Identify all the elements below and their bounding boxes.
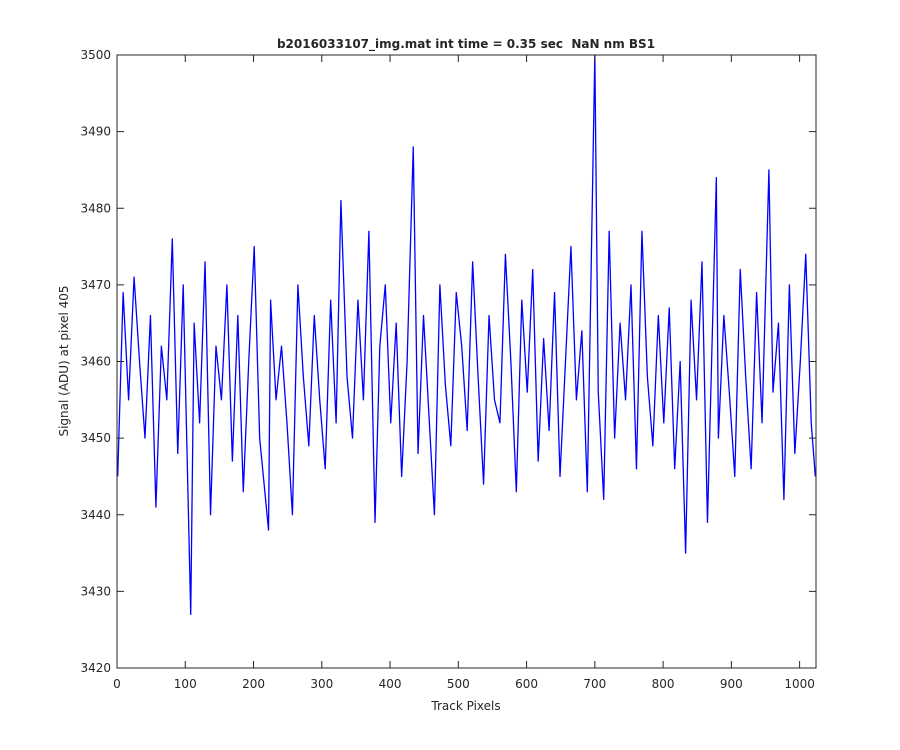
x-tick-label: 800 — [652, 677, 675, 691]
y-tick-label: 3490 — [80, 125, 111, 139]
y-tick-label: 3440 — [80, 508, 111, 522]
y-tick-label: 3450 — [80, 431, 111, 445]
chart-title: b2016033107_img.mat int time = 0.35 sec … — [277, 37, 655, 52]
y-tick-label: 3470 — [80, 278, 111, 292]
x-axis-label: Track Pixels — [430, 699, 500, 713]
x-tick-label: 600 — [515, 677, 538, 691]
x-tick-label: 200 — [242, 677, 265, 691]
y-tick-label: 3480 — [80, 201, 111, 215]
y-tick-label: 3460 — [80, 355, 111, 369]
x-tick-label: 0 — [113, 677, 121, 691]
x-tick-label: 700 — [583, 677, 606, 691]
x-tick-label: 900 — [720, 677, 743, 691]
y-tick-label: 3430 — [80, 584, 111, 598]
y-axis-label: Signal (ADU) at pixel 405 — [57, 285, 71, 436]
x-tick-label: 1000 — [784, 677, 815, 691]
x-tick-label: 400 — [379, 677, 402, 691]
y-tick-label: 3420 — [80, 661, 111, 675]
x-tick-label: 300 — [310, 677, 333, 691]
y-tick-label: 3500 — [80, 48, 111, 62]
data-line — [117, 54, 816, 616]
x-tick-label: 500 — [447, 677, 470, 691]
x-tick-label: 100 — [174, 677, 197, 691]
